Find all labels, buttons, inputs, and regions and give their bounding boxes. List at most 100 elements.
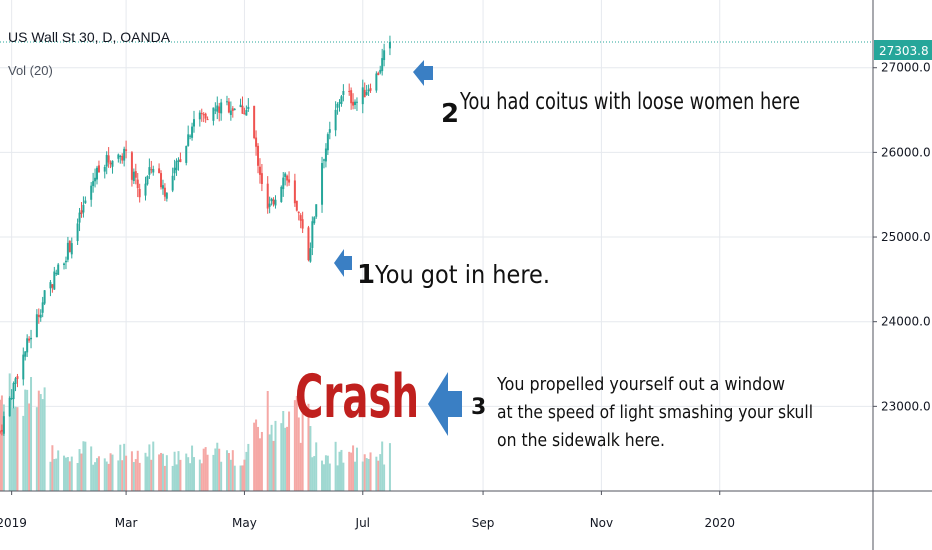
candle-body xyxy=(334,109,337,131)
candle-body xyxy=(274,199,277,206)
price-axis[interactable]: 23000.0 24000.0 25000.0 26000.0 27000.0 xyxy=(873,61,931,414)
candle-body xyxy=(253,105,256,139)
volume-bar xyxy=(369,452,372,491)
volume-bar xyxy=(8,373,11,491)
candle-body xyxy=(150,169,153,171)
candle-body xyxy=(216,105,219,112)
volume-bar xyxy=(179,459,182,491)
price-tick-label: 27000.0 xyxy=(881,61,931,75)
volume-bar xyxy=(111,454,114,491)
time-axis[interactable]: 2019 Mar May Jul Sep Nov 2020 xyxy=(0,491,735,530)
candle-body xyxy=(268,203,271,207)
candle-body xyxy=(233,108,236,110)
volume-bar xyxy=(200,463,203,491)
candle-body xyxy=(68,240,71,252)
candle-body xyxy=(350,90,353,104)
volume-bar xyxy=(125,455,128,491)
annotation-1-number: 1 xyxy=(357,260,375,290)
volume-bar xyxy=(39,394,42,491)
volume-bar xyxy=(257,426,260,491)
volume-bar xyxy=(288,411,291,491)
time-tick-label: Jul xyxy=(355,516,370,530)
price-tick-label: 24000.0 xyxy=(881,315,931,329)
time-tick-label: 2020 xyxy=(704,516,735,530)
candle-body xyxy=(144,183,147,196)
volume-bar xyxy=(348,451,351,491)
volume-bar xyxy=(191,445,194,491)
symbol-title[interactable]: US Wall St 30, D, OANDA xyxy=(8,29,171,45)
volume-bar xyxy=(340,449,343,491)
time-tick-label: May xyxy=(232,516,257,530)
volume-bar xyxy=(363,454,366,491)
candle-body xyxy=(63,263,66,266)
volume-bar xyxy=(342,462,345,491)
candle-body xyxy=(257,145,260,166)
volume-bar xyxy=(233,465,236,491)
candle-body xyxy=(247,106,250,110)
volume-bar xyxy=(239,465,242,491)
volume-bar xyxy=(68,461,71,491)
volume-bar xyxy=(0,399,1,491)
candle-body xyxy=(49,282,52,289)
candle-body xyxy=(152,168,155,173)
volume-bar xyxy=(204,447,207,491)
volume-bar xyxy=(37,390,40,491)
candle-body xyxy=(179,159,182,163)
volume-bar xyxy=(134,459,137,491)
annotation-1-text: You got in here. xyxy=(374,260,550,289)
candle-body xyxy=(363,89,366,98)
volume-bar xyxy=(0,395,3,491)
time-tick-label: 2019 xyxy=(0,516,27,530)
candle-body xyxy=(97,165,100,173)
candle-body xyxy=(315,204,318,217)
candle-body xyxy=(361,87,364,105)
candle-body xyxy=(377,72,380,76)
volume-bar xyxy=(375,456,378,491)
candle-body xyxy=(35,314,38,338)
candle-body xyxy=(340,96,343,105)
candle-body xyxy=(16,376,19,379)
volume-bar xyxy=(150,459,153,491)
candle-body xyxy=(158,168,161,173)
volume-bar xyxy=(258,438,261,491)
volume-bar xyxy=(2,404,5,491)
candle-body xyxy=(148,167,151,175)
time-tick-label: Nov xyxy=(590,516,613,530)
volume-bar xyxy=(187,457,190,491)
candle-body xyxy=(270,198,273,202)
candle-body xyxy=(80,210,83,214)
volume-indicator-label[interactable]: Vol (20) xyxy=(8,63,53,78)
volume-bar xyxy=(35,407,38,491)
candle-body xyxy=(51,284,54,288)
left-arrow-icon xyxy=(334,249,352,277)
volume-bar xyxy=(92,464,95,491)
left-arrow-icon xyxy=(413,60,433,86)
volume-bar xyxy=(377,460,380,491)
volume-bar xyxy=(338,451,341,491)
volume-bar xyxy=(158,454,161,491)
volume-bar xyxy=(218,448,221,491)
candle-body xyxy=(369,88,372,91)
volume-bar xyxy=(189,463,192,491)
candle-body xyxy=(163,187,166,197)
volume-bar xyxy=(367,459,370,491)
candle-body xyxy=(24,351,27,357)
candle-body xyxy=(90,185,93,200)
volume-bar xyxy=(253,422,256,491)
volume-bar xyxy=(119,444,122,491)
candle-body xyxy=(64,260,67,263)
candle-body xyxy=(136,179,139,189)
volume-bar xyxy=(24,389,27,491)
volume-bar xyxy=(315,442,318,491)
volume-bar xyxy=(117,460,120,491)
candle-body xyxy=(375,73,378,91)
last-price-badge: 27303.8 xyxy=(874,40,932,60)
volume-bar xyxy=(272,440,275,491)
volume-bar xyxy=(14,406,17,491)
candle-body xyxy=(328,129,331,133)
volume-bar xyxy=(229,459,232,491)
candle-body xyxy=(165,192,168,199)
volume-bar xyxy=(161,453,164,491)
